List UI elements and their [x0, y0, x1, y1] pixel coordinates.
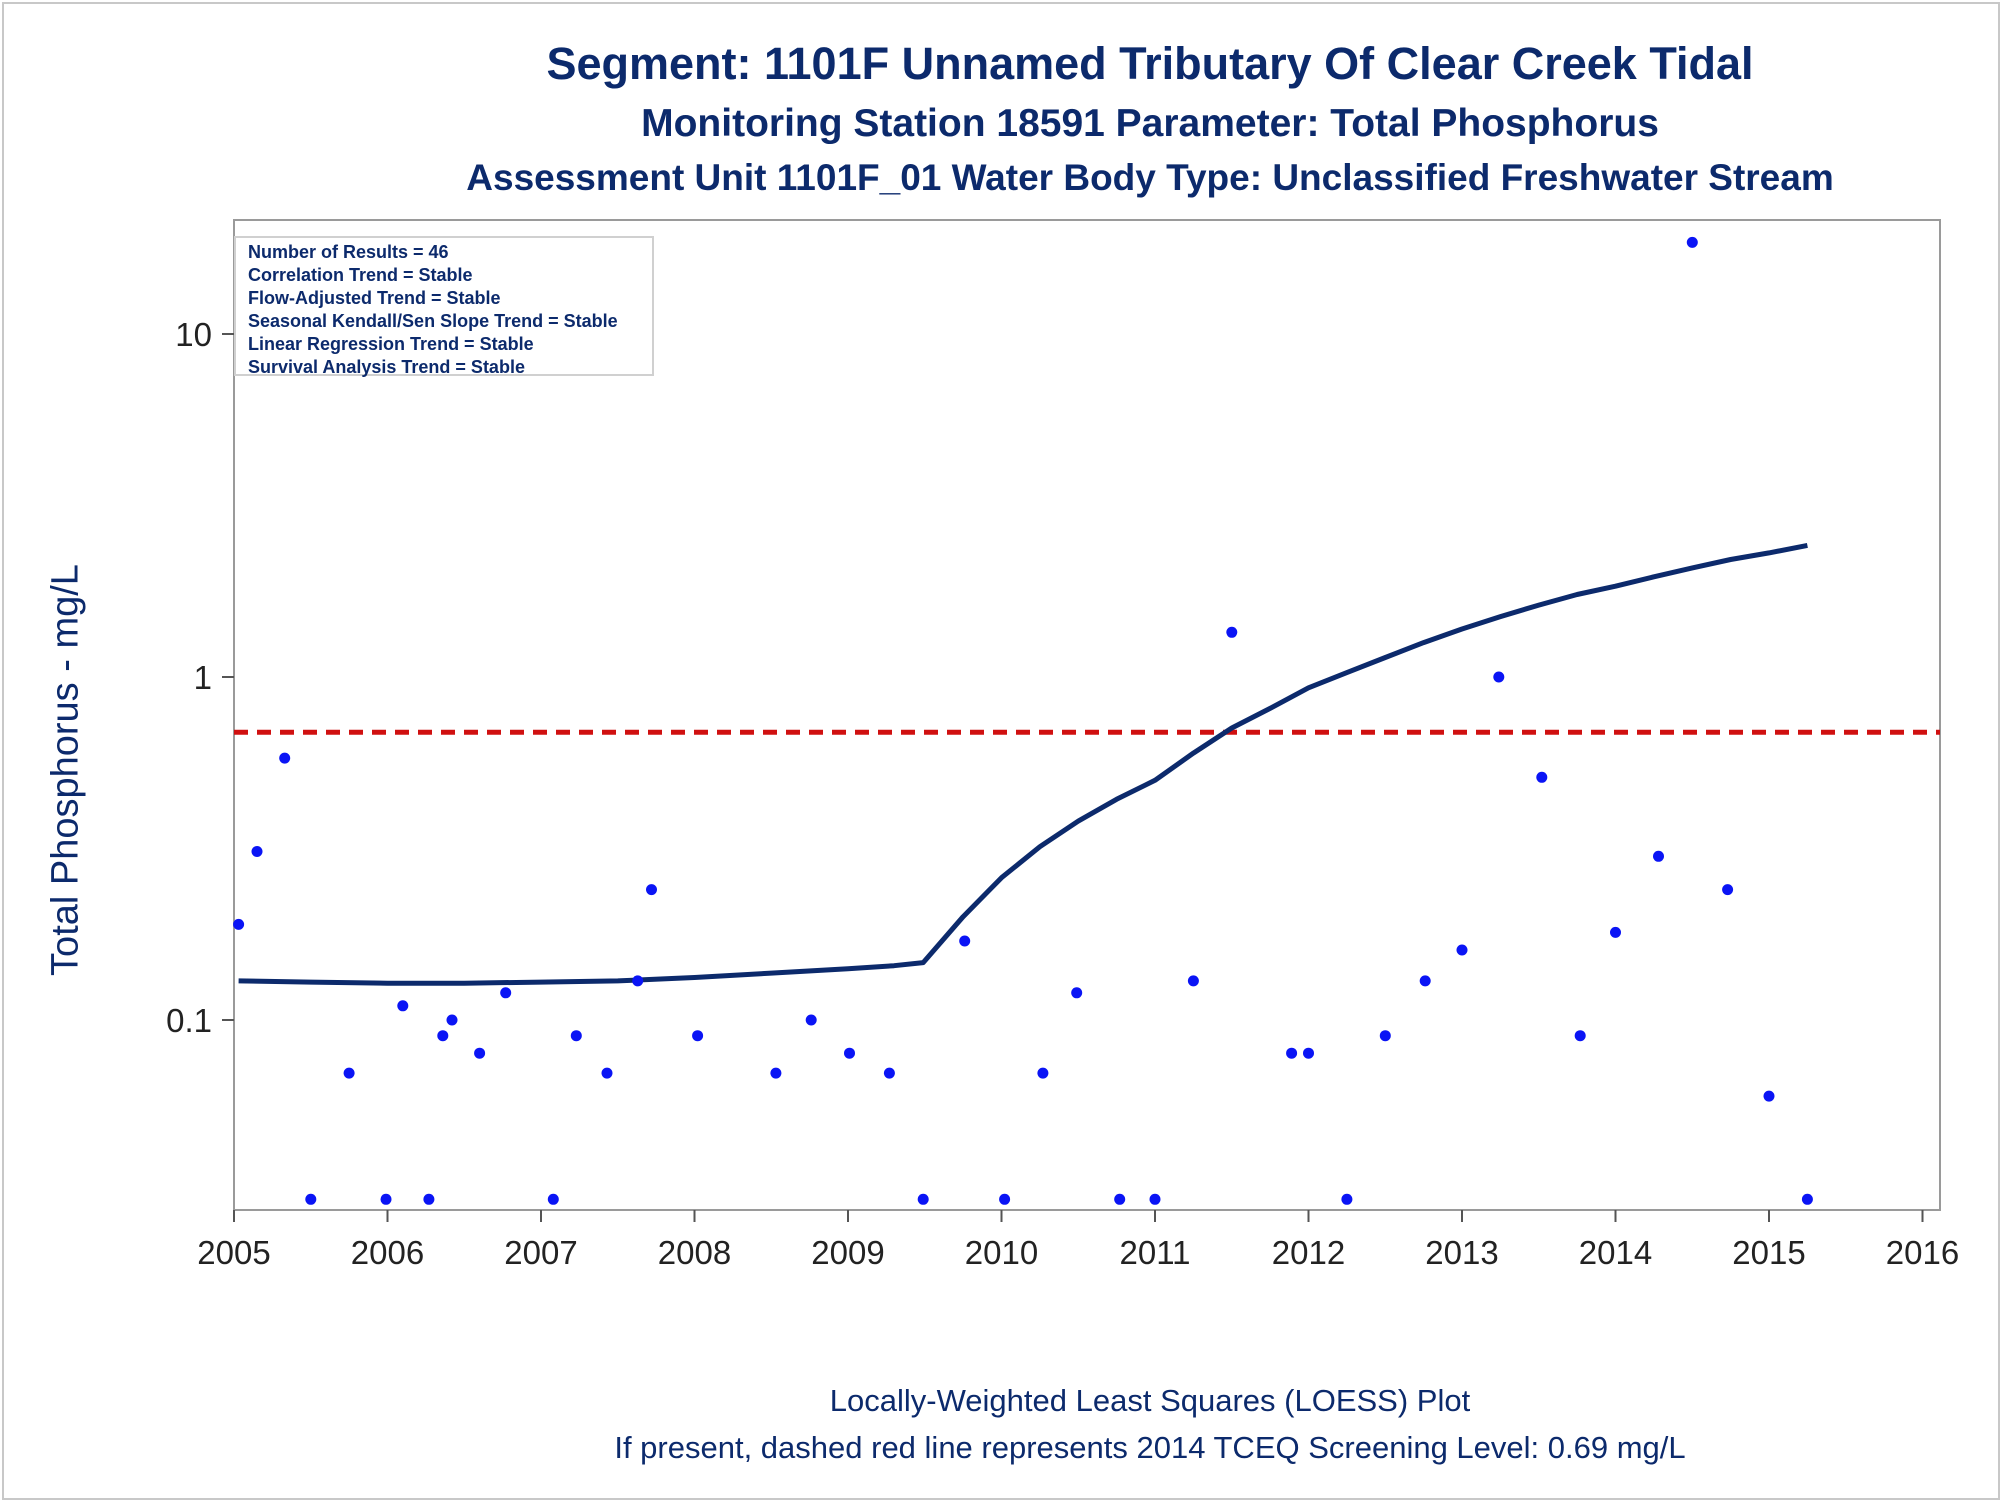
- data-point: [474, 1047, 486, 1059]
- trend-info-box: Number of Results = 46 Correlation Trend…: [234, 236, 654, 377]
- data-point: [1114, 1193, 1126, 1205]
- info-survival-analysis-trend: Survival Analysis Trend = Stable: [248, 357, 525, 377]
- y-tick-label: 1: [194, 659, 212, 696]
- data-point: [1801, 1193, 1813, 1205]
- data-point: [999, 1193, 1011, 1205]
- x-tick-label: 2016: [1886, 1234, 1959, 1271]
- footnote-screening-level: If present, dashed red line represents 2…: [614, 1430, 1686, 1465]
- y-axis-label: Total Phosphorus - mg/L: [44, 564, 87, 976]
- data-point: [570, 1030, 582, 1042]
- info-number-of-results: Number of Results = 46: [248, 242, 449, 262]
- data-point: [844, 1047, 855, 1059]
- data-point: [500, 987, 512, 999]
- info-seasonal-kendall-trend: Seasonal Kendall/Sen Slope Trend = Stabl…: [248, 311, 618, 331]
- x-tick-label: 2005: [197, 1234, 270, 1271]
- x-tick-label: 2008: [658, 1234, 731, 1271]
- y-tick-label: 0.1: [166, 1002, 212, 1039]
- data-point: [1653, 850, 1664, 862]
- data-point: [959, 935, 971, 947]
- data-point: [1226, 626, 1238, 638]
- x-tick-label: 2015: [1732, 1234, 1805, 1271]
- data-point: [692, 1030, 704, 1042]
- data-point: [1341, 1193, 1353, 1205]
- x-tick-label: 2006: [351, 1234, 424, 1271]
- info-flow-adjusted-trend: Flow-Adjusted Trend = Stable: [248, 288, 501, 308]
- x-tick-label: 2014: [1579, 1234, 1652, 1271]
- data-point: [1763, 1090, 1775, 1102]
- y-axis: 0.1 1 10: [166, 316, 234, 1039]
- loess-curve-group: [238, 542, 1808, 986]
- data-point: [423, 1193, 435, 1205]
- data-point: [601, 1067, 613, 1079]
- data-point: [883, 1067, 895, 1079]
- data-point: [770, 1067, 782, 1079]
- data-point: [1456, 944, 1468, 956]
- data-point: [805, 1014, 817, 1026]
- y-tick-label: 10: [175, 316, 212, 353]
- x-axis: 2005 2006 2007 2008 2009 2010 2011 2012 2013 2014…: [197, 1210, 1959, 1271]
- data-point: [1536, 771, 1548, 783]
- data-point: [397, 1000, 409, 1012]
- data-point: [279, 752, 291, 764]
- data-point: [305, 1193, 317, 1205]
- data-point: [646, 884, 657, 896]
- chart-subtitle: Monitoring Station 18591 Parameter: Tota…: [641, 102, 1659, 145]
- chart-title: Segment: 1101F Unnamed Tributary Of Clea…: [546, 38, 1754, 89]
- footnote-loess: Locally-Weighted Least Squares (LOESS) P…: [829, 1383, 1471, 1418]
- data-point: [1686, 236, 1698, 248]
- data-point: [1286, 1047, 1298, 1059]
- plot-area: [233, 219, 1941, 1211]
- data-point: [1419, 975, 1431, 987]
- chart-subtitle-2: Assessment Unit 1101F_01 Water Body Type…: [466, 157, 1834, 198]
- data-point: [437, 1030, 449, 1042]
- data-point: [1187, 975, 1199, 987]
- x-tick-label: 2011: [1120, 1234, 1191, 1271]
- x-tick-label: 2009: [811, 1234, 884, 1271]
- data-point: [1379, 1030, 1391, 1042]
- x-tick-label: 2012: [1272, 1234, 1345, 1271]
- data-point: [1493, 671, 1505, 683]
- info-linear-regression-trend: Linear Regression Trend = Stable: [248, 334, 534, 354]
- data-point: [1071, 987, 1083, 999]
- loess-curve: [238, 542, 1808, 986]
- data-point: [1303, 1047, 1314, 1059]
- data-point: [1574, 1030, 1586, 1042]
- x-tick-label: 2007: [504, 1234, 577, 1271]
- data-point: [1037, 1067, 1049, 1079]
- data-point: [632, 975, 644, 987]
- data-point: [1722, 884, 1734, 896]
- data-point: [446, 1014, 458, 1026]
- data-point: [1610, 926, 1621, 938]
- x-tick-label: 2010: [965, 1234, 1038, 1271]
- data-point: [233, 918, 245, 930]
- data-point: [917, 1193, 929, 1205]
- data-point: [547, 1193, 559, 1205]
- data-point: [380, 1193, 392, 1205]
- info-correlation-trend: Correlation Trend = Stable: [248, 265, 473, 285]
- data-point: [251, 846, 263, 857]
- data-point: [343, 1067, 355, 1079]
- data-point: [1149, 1193, 1161, 1205]
- data-points: [233, 236, 1813, 1205]
- x-tick-label: 2013: [1425, 1234, 1498, 1271]
